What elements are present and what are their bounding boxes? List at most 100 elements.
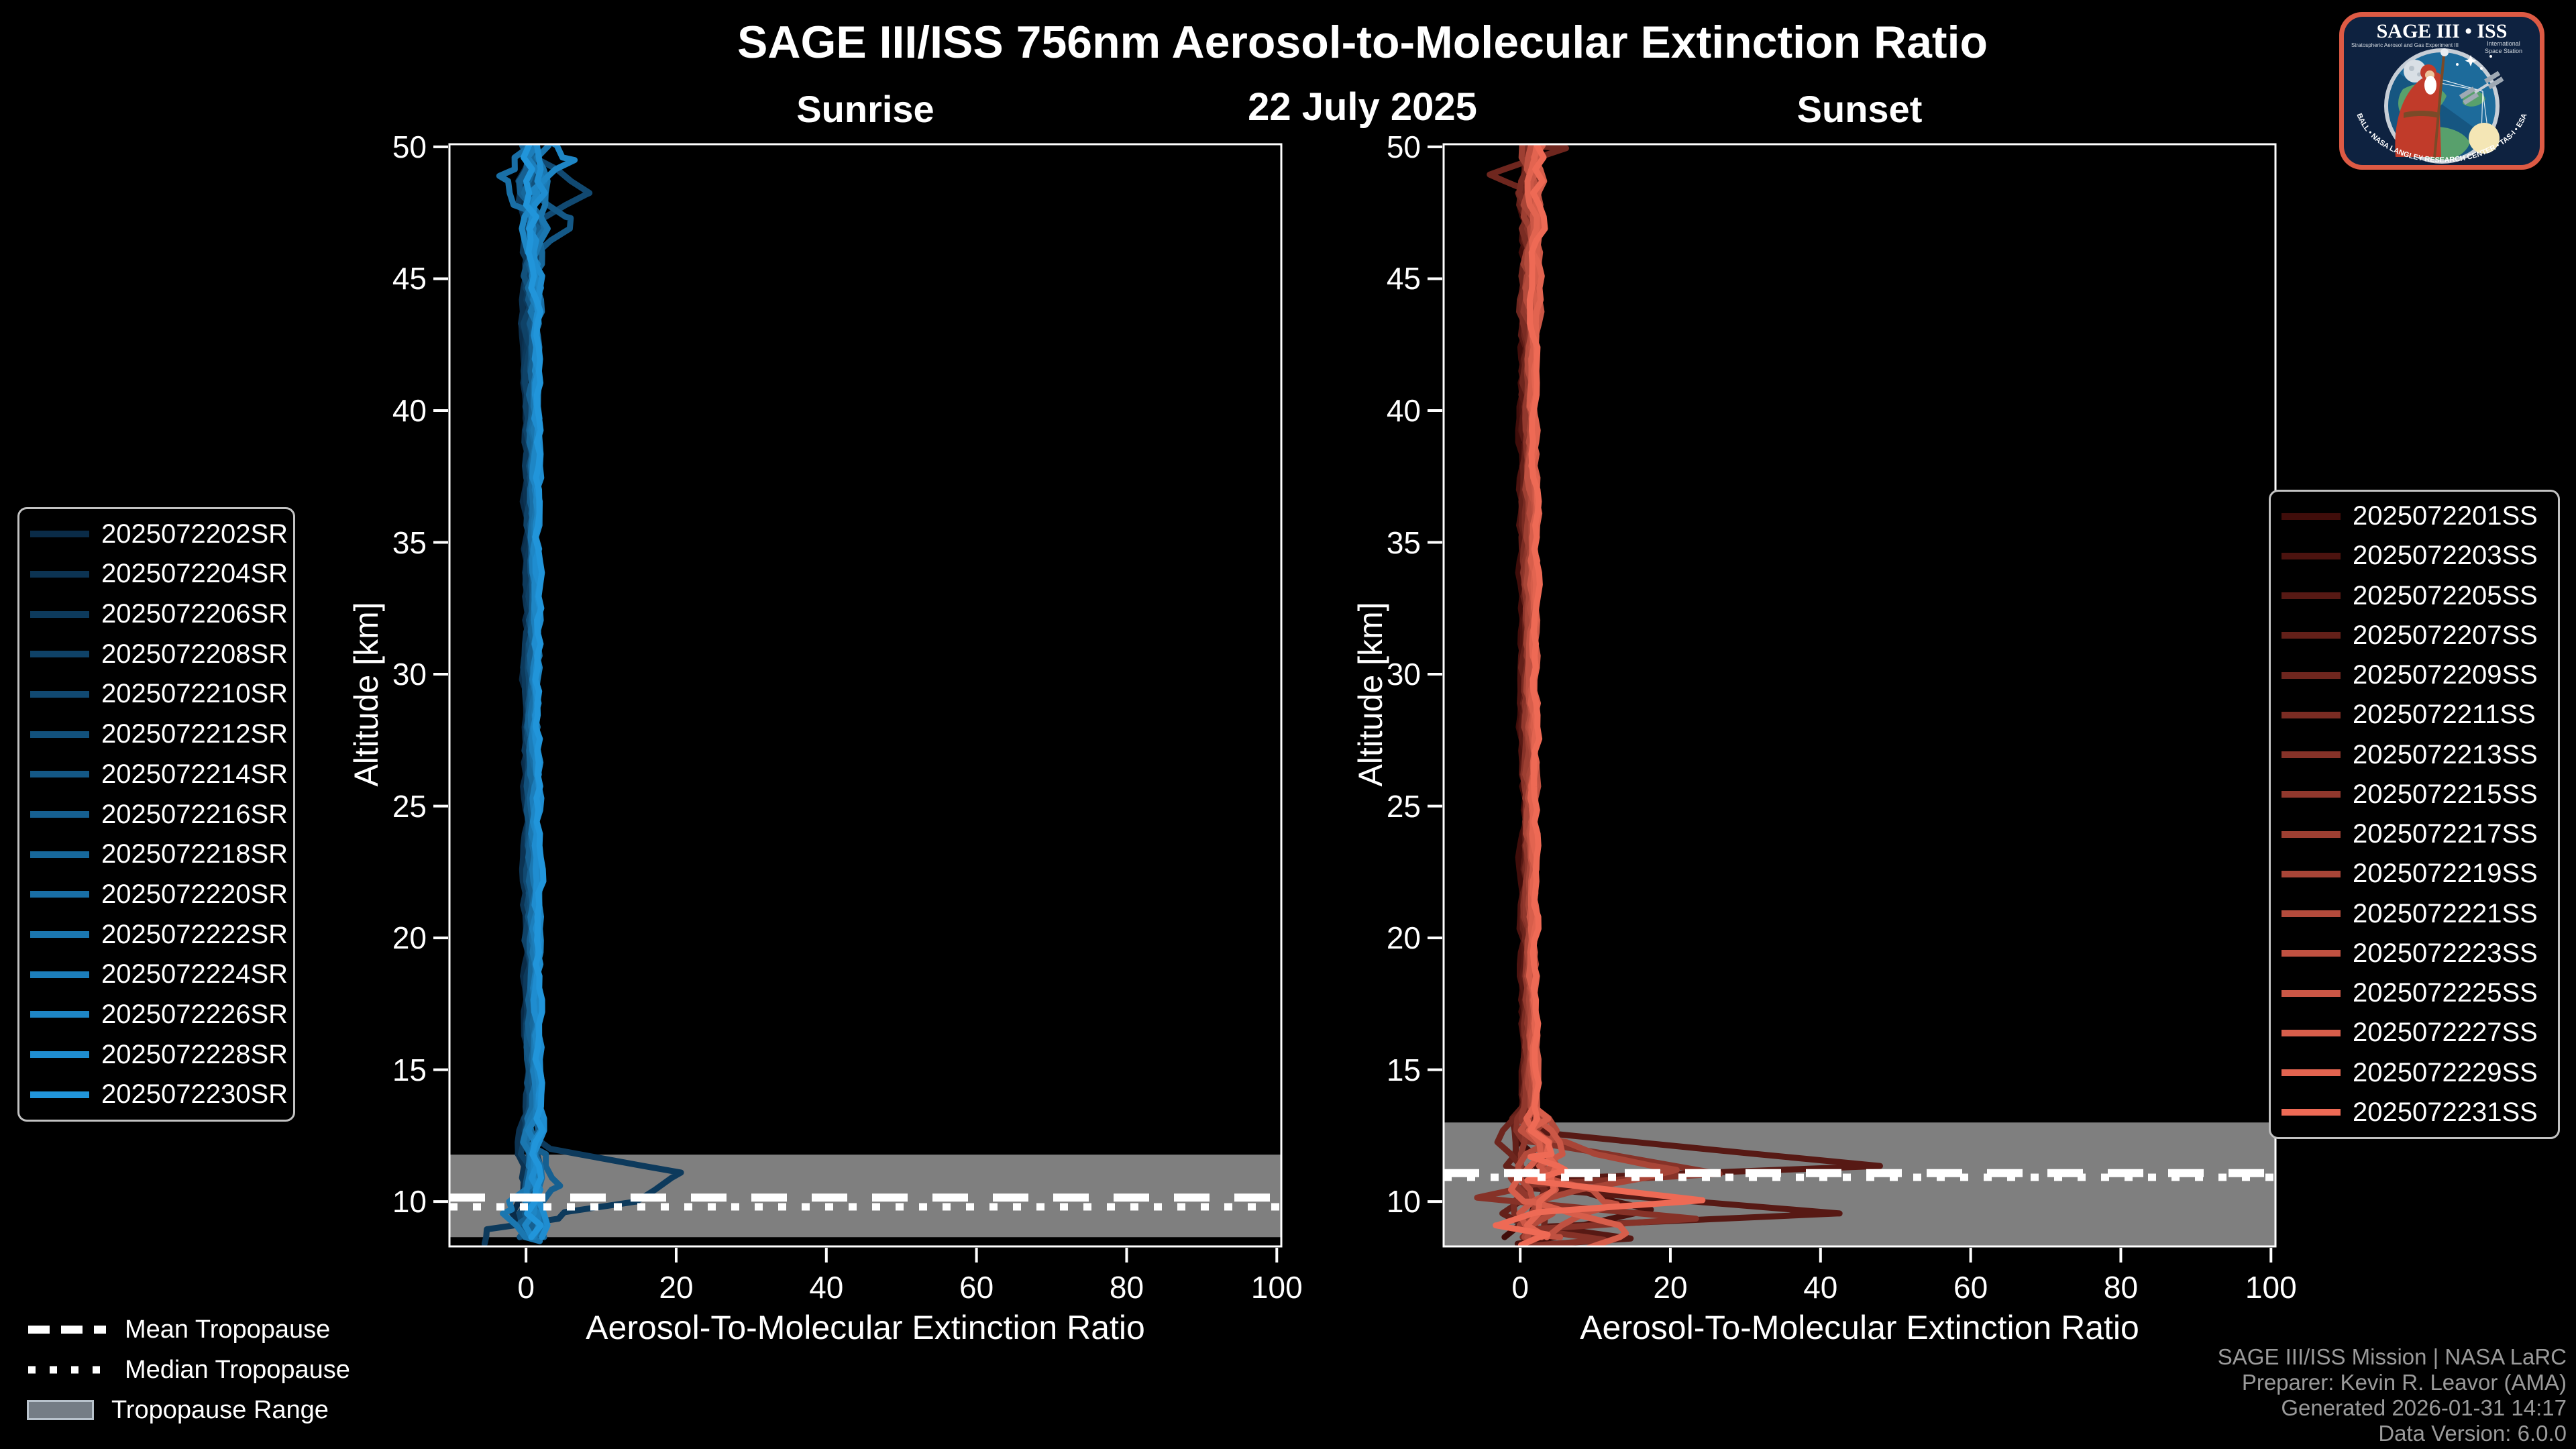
legend-label: 2025072224SR xyxy=(101,959,288,989)
legend-label: 2025072230SR xyxy=(101,1079,288,1110)
x-tick-label: 40 xyxy=(1803,1270,1838,1305)
legend-label: 2025072214SR xyxy=(101,759,288,789)
legend-label: 2025072205SS xyxy=(2353,580,2538,610)
y-tick-label: 45 xyxy=(392,261,427,297)
legend-swatch xyxy=(30,731,89,738)
legend-label: 2025072227SS xyxy=(2353,1018,2538,1048)
legend-swatch xyxy=(2282,632,2341,639)
legend-swatch xyxy=(30,610,89,618)
legend-item: 2025072227SS xyxy=(2271,1018,2558,1048)
median-tropopause-label: Median Tropopause xyxy=(125,1355,350,1384)
figure-date: 22 July 2025 xyxy=(1248,85,1477,129)
legend-label: 2025072222SR xyxy=(101,919,288,949)
logo-graphic: SAGE III • ISS Stratospheric Aerosol and… xyxy=(2339,12,2544,170)
logo-moon-crater xyxy=(2409,66,2414,71)
legend-label: 2025072203SS xyxy=(2353,541,2538,571)
legend-swatch xyxy=(30,771,89,778)
x-tick-label: 0 xyxy=(517,1270,535,1305)
x-tick-label: 80 xyxy=(2103,1270,2139,1305)
y-tick-label: 15 xyxy=(1386,1052,1421,1087)
legend-swatch xyxy=(30,651,89,658)
y-tick-label: 25 xyxy=(392,788,427,824)
sunrise-event-legend: 2025072202SR 2025072204SR 2025072206SR 2025… xyxy=(17,507,295,1122)
profile-line-2025072230SR xyxy=(520,144,547,1240)
legend-label: 2025072229SS xyxy=(2353,1057,2538,1087)
logo-subtitle-left: Stratospheric Aerosol and Gas Experiment… xyxy=(2351,42,2459,48)
profile-line-2025072206SR xyxy=(481,144,684,1246)
legend-swatch xyxy=(2282,711,2341,718)
legend-label: 2025072210SR xyxy=(101,679,288,709)
sunset-event-legend: 2025072201SS 2025072203SS 2025072205SS 2025… xyxy=(2269,490,2560,1139)
median-tropopause-legend-row: Median Tropopause xyxy=(27,1350,350,1390)
y-tick-label: 50 xyxy=(1386,129,1421,164)
logo-title: SAGE III • ISS xyxy=(2377,20,2508,42)
legend-swatch xyxy=(2282,513,2341,520)
legend-label: 2025072213SS xyxy=(2353,739,2538,769)
legend-item: 2025072214SR xyxy=(19,759,293,790)
legend-swatch xyxy=(2282,1109,2341,1116)
legend-swatch xyxy=(30,891,89,898)
logo-sage-figure xyxy=(2395,48,2449,159)
legend-swatch xyxy=(30,531,89,538)
legend-swatch xyxy=(2282,1029,2341,1036)
x-tick-label: 80 xyxy=(1109,1270,1144,1305)
logo-stars xyxy=(2456,55,2492,70)
legend-item: 2025072217SS xyxy=(2271,819,2558,849)
sunrise-plot xyxy=(433,143,1283,1263)
legend-label: 2025072209SS xyxy=(2353,660,2538,690)
y-tick-label: 50 xyxy=(392,129,427,164)
profile-line-2025072213SS xyxy=(1474,144,1723,1246)
dashed-line-swatch xyxy=(28,1326,106,1334)
y-tick-label: 10 xyxy=(1386,1184,1421,1220)
legend-item: 2025072231SS xyxy=(2271,1097,2558,1128)
legend-item: 2025072205SS xyxy=(2271,581,2558,611)
legend-item: 2025072224SR xyxy=(19,959,293,989)
tropopause-legend: Mean Tropopause Median Tropopause Tropop… xyxy=(27,1309,350,1430)
legend-swatch xyxy=(30,1011,89,1018)
x-tick-label: 20 xyxy=(1653,1270,1688,1305)
y-tick-label: 30 xyxy=(1386,657,1421,692)
x-tick-label: 0 xyxy=(1511,1270,1529,1305)
logo-moon xyxy=(2404,60,2426,83)
y-tick-label: 40 xyxy=(1386,392,1421,428)
credit-preparer: Preparer: Kevin R. Leavor (AMA) xyxy=(2241,1370,2567,1395)
legend-label: 2025072218SR xyxy=(101,839,288,869)
legend-swatch xyxy=(2282,830,2341,838)
plot-spines xyxy=(448,143,1283,1248)
legend-swatch xyxy=(30,851,89,858)
legend-item: 2025072201SS xyxy=(2271,501,2558,531)
figure-title: SAGE III/ISS 756nm Aerosol-to-Molecular … xyxy=(737,17,1988,68)
y-axis-label-sunset: Altitude [km] xyxy=(1352,602,1389,787)
y-tick-label: 25 xyxy=(1386,788,1421,824)
legend-label: 2025072228SR xyxy=(101,1039,288,1069)
x-axis-label-sunset: Aerosol-To-Molecular Extinction Ratio xyxy=(1580,1309,2139,1346)
legend-swatch xyxy=(2282,1069,2341,1077)
credit-mission: SAGE III/ISS Mission | NASA LaRC xyxy=(2217,1344,2567,1369)
x-tick-label: 40 xyxy=(809,1270,844,1305)
y-tick-label: 35 xyxy=(392,525,427,560)
legend-item: 2025072209SS xyxy=(2271,660,2558,690)
legend-swatch xyxy=(2282,791,2341,798)
legend-swatch xyxy=(30,811,89,818)
legend-item: 2025072208SR xyxy=(19,639,293,669)
legend-item: 2025072219SS xyxy=(2271,859,2558,889)
legend-label: 2025072211SS xyxy=(2353,700,2536,730)
credits: SAGE III/ISS Mission | NASA LaRC Prepare… xyxy=(2218,1344,2567,1446)
sunset-plot xyxy=(1428,143,2277,1263)
y-axis-label-sunrise: Altitude [km] xyxy=(347,602,385,787)
legend-swatch xyxy=(2282,592,2341,600)
legend-item: 2025072221SS xyxy=(2271,899,2558,929)
legend-swatch xyxy=(2282,950,2341,957)
legend-label: 2025072231SS xyxy=(2353,1097,2538,1127)
tropopause-range-label: Tropopause Range xyxy=(111,1395,329,1424)
legend-swatch xyxy=(2282,870,2341,877)
x-axis-label-sunrise: Aerosol-To-Molecular Extinction Ratio xyxy=(586,1309,1145,1346)
mean-tropopause-legend-row: Mean Tropopause xyxy=(27,1309,350,1350)
legend-label: 2025072223SS xyxy=(2353,938,2538,968)
legend-swatch xyxy=(30,690,89,698)
legend-item: 2025072211SS xyxy=(2271,700,2558,730)
panel-title-sunset: Sunset xyxy=(1796,88,1923,130)
credit-generated: Generated 2026-01-31 14:17 xyxy=(2281,1395,2567,1420)
legend-item: 2025072215SS xyxy=(2271,780,2558,810)
